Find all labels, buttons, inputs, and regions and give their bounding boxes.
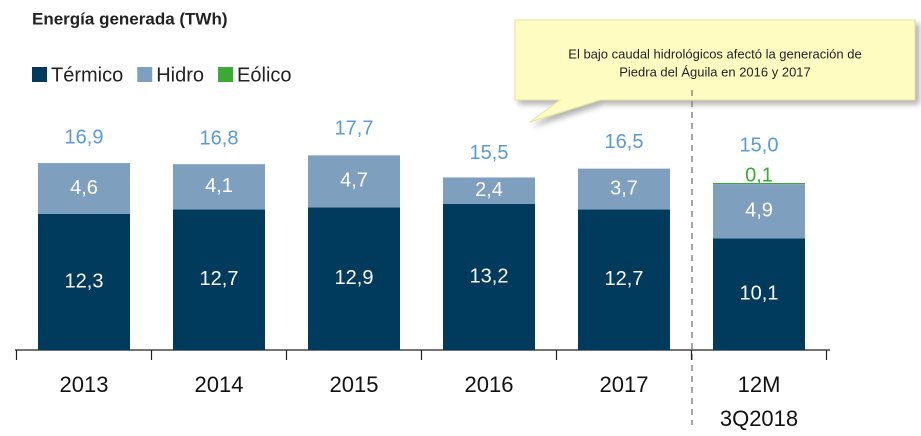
total-label: 16,5 — [605, 131, 644, 153]
x-tick-label: 2014 — [195, 372, 244, 397]
data-label: 10,1 — [740, 282, 779, 304]
data-label: 4,6 — [70, 177, 98, 199]
data-label: 2,4 — [475, 179, 503, 201]
data-label: 4,9 — [745, 199, 773, 221]
data-label: 3,7 — [610, 177, 638, 199]
x-tick-label-line: 3Q2018 — [720, 406, 798, 431]
x-tick-label: 2017 — [600, 372, 649, 397]
total-label: 15,5 — [470, 142, 509, 164]
bar-segment — [308, 155, 400, 208]
data-label: 12,7 — [200, 268, 239, 290]
bar-segment — [443, 204, 535, 350]
legend-label: Hidro — [156, 64, 204, 86]
total-label: 17,7 — [335, 118, 374, 140]
legend-label: Térmico — [51, 64, 123, 86]
legend-swatch — [32, 67, 47, 82]
x-tick-label: 2016 — [465, 372, 514, 397]
x-tick-label-line: 12M — [738, 372, 781, 397]
data-label: 12,3 — [65, 270, 104, 292]
bar-segment — [443, 177, 535, 205]
bar-segment — [578, 168, 670, 210]
bar-segment — [578, 209, 670, 350]
x-tick-label: 2013 — [60, 372, 109, 397]
data-label: 12,9 — [335, 267, 374, 289]
x-tick-label: 12M 3Q2018 — [720, 372, 798, 431]
data-label: 0,1 — [745, 164, 773, 186]
annotation-box — [514, 19, 916, 123]
total-label: 16,9 — [65, 126, 104, 148]
bar-segment — [713, 182, 805, 185]
data-label: 4,1 — [205, 175, 233, 197]
annotation-text: Piedra del Águila en 2016 y 2017 — [619, 64, 811, 79]
bar-segment — [713, 238, 805, 350]
total-label: 16,8 — [200, 127, 239, 149]
data-label: 13,2 — [470, 265, 509, 287]
legend-swatch — [137, 67, 153, 82]
bar-segment — [38, 163, 130, 214]
legend-label: Eólico — [237, 64, 291, 86]
x-tick-label: 2015 — [330, 372, 379, 397]
annotation-text: El bajo caudal hidrológicos afectó la ge… — [568, 46, 861, 61]
bar-segment — [173, 164, 265, 210]
bar-segment — [173, 209, 265, 350]
bar-segment — [38, 213, 130, 350]
data-label: 4,7 — [340, 170, 368, 192]
legend-swatch — [218, 67, 234, 82]
total-label: 15,0 — [740, 134, 779, 156]
data-label: 12,7 — [605, 268, 644, 290]
bar-segment — [713, 184, 805, 239]
bar-segment — [308, 207, 400, 350]
chart-title: Energía generada (TWh) — [32, 9, 228, 28]
